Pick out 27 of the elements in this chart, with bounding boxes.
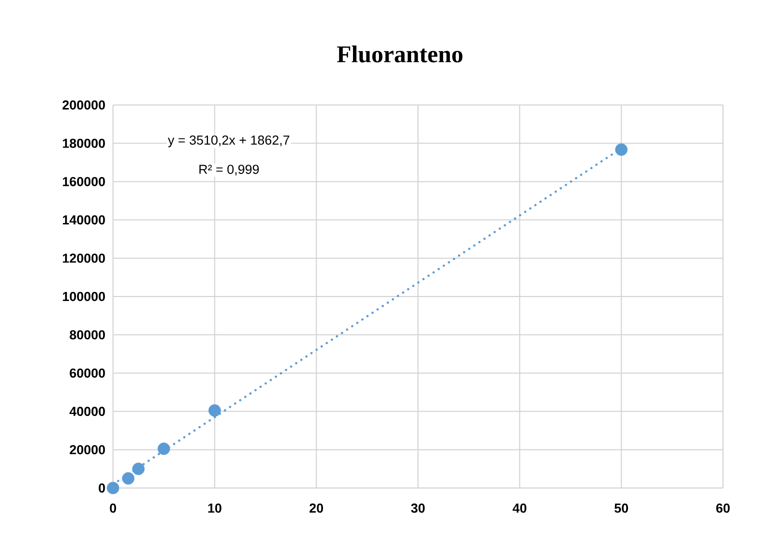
y-tick-label: 60000 xyxy=(70,368,105,378)
y-tick-label: 160000 xyxy=(62,176,105,186)
annotation: y = 3510,2x + 1862,7 xyxy=(168,135,290,148)
x-tick-label: 50 xyxy=(614,504,628,513)
annotation: R² = 0,999 xyxy=(199,164,259,176)
point xyxy=(615,143,628,156)
x-tick-label: 10 xyxy=(208,504,222,513)
point xyxy=(122,472,134,485)
y-tick-label: 100000 xyxy=(62,292,105,302)
y-tick-label: 200000 xyxy=(62,100,105,110)
y-tick-label: 80000 xyxy=(70,330,105,340)
x-tick-label: 40 xyxy=(512,504,526,513)
point xyxy=(208,404,221,417)
y-tick-label: 20000 xyxy=(70,445,105,454)
x-tick-label: 20 xyxy=(310,504,324,513)
y-tick-label: 140000 xyxy=(62,215,105,224)
x-tick-label: 0 xyxy=(110,504,116,513)
y-tick-label: 180000 xyxy=(62,138,105,148)
y-tick-label: 120000 xyxy=(62,254,105,263)
y-tick-label: 0 xyxy=(98,483,105,493)
x-tick-label: 60 xyxy=(716,504,730,513)
chart-title: Fluoranteno xyxy=(337,46,462,62)
point xyxy=(132,462,145,476)
y-tick-label: 40000 xyxy=(70,406,105,416)
point xyxy=(158,442,170,455)
x-tick-label: 30 xyxy=(411,504,425,513)
point xyxy=(106,482,120,494)
